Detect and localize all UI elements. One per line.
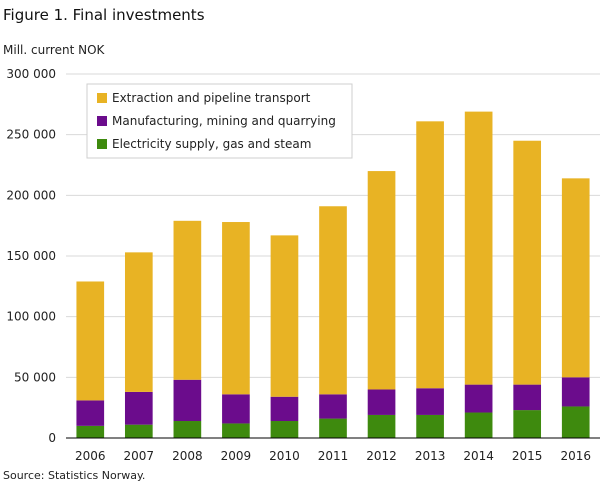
bar-2016-series-2 (561, 178, 590, 378)
bar-2011-series-0 (319, 418, 347, 438)
x-tick-label: 2015 (512, 449, 543, 463)
bar-2015-series-0 (513, 410, 542, 438)
x-tick-label: 2012 (366, 449, 397, 463)
bar-2007-series-0 (124, 424, 153, 438)
y-tick-label: 50 000 (14, 370, 56, 384)
x-tick-label: 2006 (75, 449, 106, 463)
bar-2010-series-2 (270, 235, 299, 397)
y-axis-ticks: 0 50 000 100 000 150 000 200 000 250 000 300 0… (6, 67, 56, 445)
bar-2014-series-2 (464, 111, 493, 385)
y-axis-label: Mill. current NOK (3, 43, 105, 57)
x-tick-label: 2008 (172, 449, 203, 463)
bar-2014-series-0 (464, 412, 493, 438)
bar-2011-series-2 (319, 206, 347, 395)
bar-2016-series-0 (561, 406, 590, 438)
bar-2012-series-0 (367, 414, 396, 438)
legend-label: Electricity supply, gas and steam (112, 137, 311, 151)
source-note: Source: Statistics Norway. (3, 469, 146, 482)
bar-2006-series-2 (76, 281, 105, 401)
legend-label: Manufacturing, mining and quarrying (112, 114, 336, 128)
bar-2016-series-1 (561, 377, 590, 407)
bar-2013-series-1 (416, 388, 444, 415)
bar-2009-series-1 (222, 394, 250, 424)
bar-2010-series-1 (270, 396, 299, 422)
legend-swatch (97, 93, 107, 103)
x-tick-label: 2010 (269, 449, 300, 463)
legend-box (86, 83, 353, 159)
bar-2011-series-1 (319, 394, 347, 419)
x-tick-label: 2014 (463, 449, 494, 463)
y-tick-label: 0 (48, 431, 56, 445)
bar-2008-series-2 (173, 220, 202, 380)
x-tick-label: 2016 (560, 449, 591, 463)
bar-2009-series-0 (222, 423, 250, 438)
x-tick-label: 2009 (221, 449, 252, 463)
bar-2006-series-1 (76, 400, 105, 426)
bars (76, 111, 590, 438)
legend-swatch (97, 116, 107, 126)
bar-2014-series-1 (464, 384, 493, 413)
bar-2015-series-1 (513, 384, 542, 411)
bar-2006-series-0 (76, 425, 105, 438)
y-tick-label: 300 000 (6, 67, 56, 81)
bar-2008-series-1 (173, 379, 202, 422)
bar-2008-series-0 (173, 421, 202, 438)
legend: Extraction and pipeline transport Manufac… (86, 83, 353, 159)
x-tick-label: 2007 (124, 449, 155, 463)
bar-2007-series-2 (124, 252, 153, 392)
bar-2013-series-0 (416, 414, 444, 438)
legend-label: Extraction and pipeline transport (112, 91, 311, 105)
bar-2015-series-2 (513, 140, 542, 385)
x-tick-label: 2011 (318, 449, 349, 463)
y-tick-label: 150 000 (6, 249, 56, 263)
bar-2012-series-1 (367, 389, 396, 415)
y-tick-label: 250 000 (6, 128, 56, 142)
y-tick-label: 200 000 (6, 188, 56, 202)
bar-2009-series-2 (222, 222, 250, 395)
bar-2012-series-2 (367, 171, 396, 390)
bar-2007-series-1 (124, 391, 153, 425)
legend-swatch (97, 139, 107, 149)
bar-2010-series-0 (270, 421, 299, 438)
chart-title: Figure 1. Final investments (3, 6, 205, 24)
bar-2013-series-2 (416, 121, 444, 389)
x-tick-label: 2013 (415, 449, 446, 463)
y-tick-label: 100 000 (6, 310, 56, 324)
x-axis-ticks: 2006 2007 2008 2009 2010 2011 2012 2013 2014 2015… (75, 449, 591, 463)
